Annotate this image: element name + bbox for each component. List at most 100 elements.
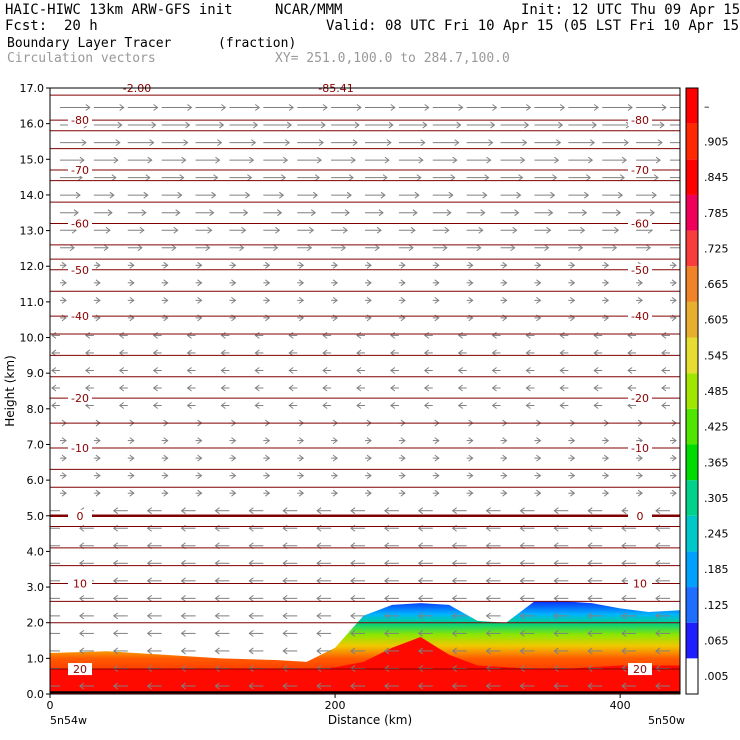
vector-head — [366, 454, 372, 462]
vector-head — [621, 612, 627, 620]
vector-head — [69, 244, 75, 252]
colorbar-swatch — [686, 622, 698, 659]
vector-head — [231, 454, 237, 462]
vector-head — [112, 630, 119, 637]
vector-head — [147, 156, 153, 164]
contour-label: -80 — [71, 114, 89, 127]
vector-head — [186, 402, 192, 409]
contour-label-bg — [68, 442, 92, 455]
vector-head — [553, 612, 559, 620]
vector-head — [621, 507, 627, 515]
y-tick-label: 5.0 — [27, 510, 45, 523]
vector-head — [524, 121, 530, 129]
vector-head — [384, 682, 390, 690]
colorbar-label: .725 — [704, 242, 729, 255]
vector-head — [468, 489, 474, 497]
axes: 0.0 1.0 2.0 3.0 4.0 5.0 6.0 7.0 8.0 9.0 10.0 11.0 12… — [20, 82, 686, 727]
vector-head — [85, 367, 91, 374]
org-label: NCAR/MMM — [275, 2, 343, 18]
vector-head — [209, 209, 215, 217]
vector-head — [451, 630, 457, 637]
vector-head — [621, 665, 627, 672]
vector-head — [417, 507, 424, 515]
vector-head — [655, 647, 661, 655]
vector-head — [623, 139, 629, 146]
vector-head — [231, 472, 237, 480]
contour-label-bg — [68, 217, 92, 230]
vector-head — [254, 402, 260, 409]
contour-label-bg — [628, 114, 652, 127]
vector-head — [424, 104, 430, 111]
vector-head — [457, 332, 463, 339]
vector-head — [356, 402, 362, 409]
contour-label: -50 — [631, 264, 649, 277]
vector-head — [587, 577, 593, 585]
vector-head — [416, 174, 422, 182]
vector-head — [400, 261, 406, 269]
vector-head — [536, 261, 542, 269]
colorbar-swatch — [686, 123, 698, 160]
vector-head — [520, 156, 526, 164]
colorbar-label: .305 — [704, 492, 729, 505]
vector-head — [653, 174, 659, 182]
vector-head — [350, 612, 356, 620]
colorbar-swatch — [686, 230, 698, 267]
vector-head — [613, 226, 620, 234]
vector-head — [109, 191, 115, 199]
vector-head — [512, 226, 518, 234]
vector-head — [152, 402, 158, 409]
vector-head — [617, 191, 624, 199]
vector-head — [350, 594, 356, 602]
vector-head — [422, 121, 428, 129]
vector-head — [180, 577, 186, 585]
vector-head — [451, 665, 457, 672]
vector-head — [265, 489, 271, 497]
colorbar-frame — [685, 87, 699, 695]
vector-head — [129, 261, 135, 269]
vector-head — [180, 647, 186, 655]
x-start-label: 5n54w — [50, 714, 87, 727]
vector-head — [197, 454, 203, 462]
vector-head — [452, 156, 458, 164]
vector-head — [423, 384, 430, 392]
vector-head — [525, 367, 531, 374]
vector-head — [553, 665, 559, 672]
vector-head — [451, 682, 457, 690]
vector-head — [213, 174, 219, 182]
colorbar-swatch — [686, 337, 698, 374]
vector-head — [50, 577, 51, 584]
vector-head — [306, 244, 313, 252]
vector-head — [211, 191, 217, 199]
x-tick-label: 400 — [610, 699, 631, 712]
vector-head — [220, 402, 226, 409]
vector-head — [248, 612, 254, 620]
y-tick-label: 15.0 — [20, 153, 45, 166]
vector-head — [298, 489, 305, 497]
colorbar-label: .605 — [704, 314, 729, 327]
vector-head — [458, 104, 464, 111]
colorbar-label: .485 — [704, 385, 729, 398]
vector-head — [450, 174, 456, 182]
vector-head — [603, 472, 610, 480]
vector-head — [651, 191, 657, 199]
vector-head — [502, 454, 508, 462]
vector-head — [239, 244, 245, 252]
y-tick-label: 0.0 — [27, 688, 45, 701]
y-tick-label: 1.0 — [27, 652, 45, 665]
vector-head — [112, 682, 119, 690]
y-tick-label: 3.0 — [27, 581, 45, 594]
vector-head — [316, 665, 322, 672]
vector-head — [637, 489, 643, 497]
fcst-label: Fcst: — [5, 18, 48, 34]
vector-head — [400, 296, 406, 304]
vector-head — [593, 402, 599, 409]
vector-head — [75, 191, 81, 199]
contour-label: -20 — [71, 392, 89, 405]
vector-head — [298, 296, 305, 304]
vector-head — [146, 577, 152, 585]
vector-head — [180, 682, 186, 690]
vector-head — [492, 104, 498, 111]
vector-head — [671, 472, 677, 480]
vector-head — [514, 209, 520, 217]
vector-head — [252, 121, 259, 129]
